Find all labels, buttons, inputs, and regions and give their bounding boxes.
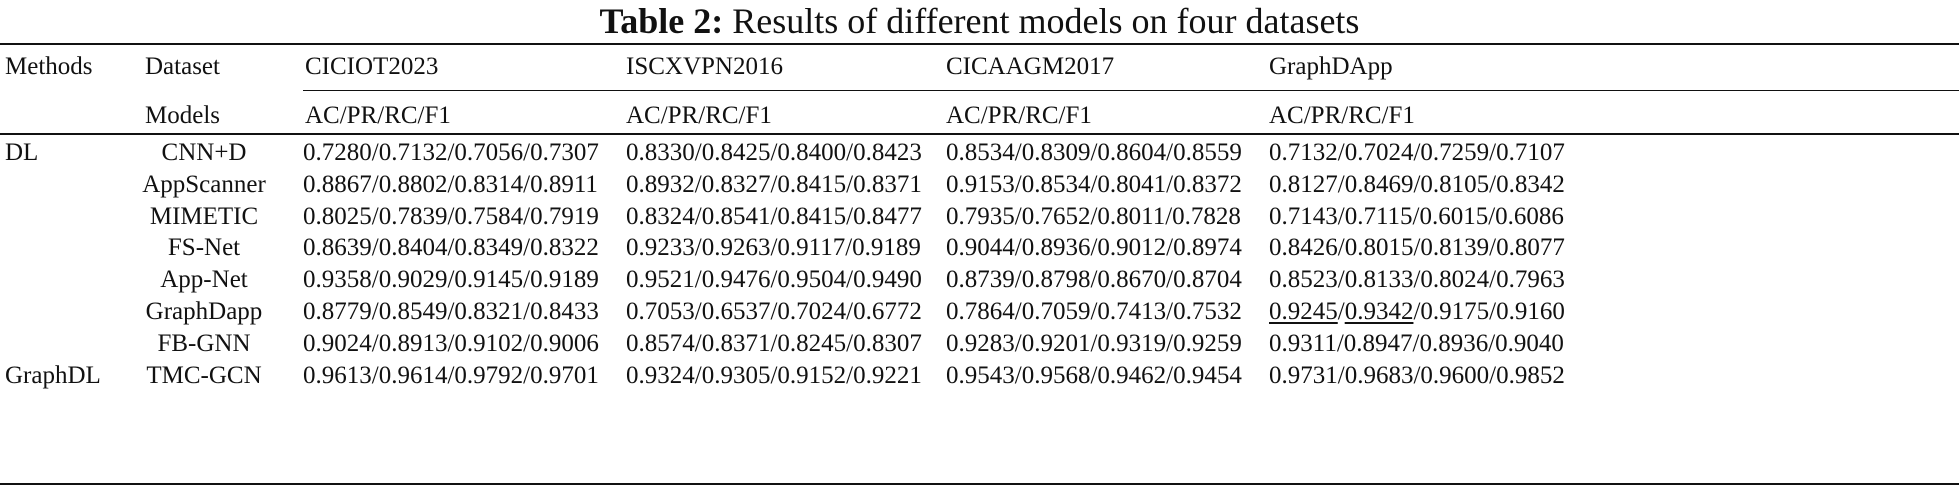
metric-cell: 0.8127/0.8469/0.8105/0.8342 (1269, 170, 1565, 198)
dataset-col-4: GraphDApp (1269, 53, 1393, 80)
metric-cell: 0.9543/0.9568/0.9462/0.9454 (946, 361, 1242, 389)
metric-cell: 0.9731/0.9683/0.9600/0.9852 (1269, 361, 1565, 389)
metric-cell: 0.9153/0.8534/0.8041/0.8372 (946, 170, 1242, 198)
model-name: FB-GNN (157, 329, 251, 357)
metric-cell: 0.7143/0.7115/0.6015/0.6086 (1269, 202, 1564, 230)
model-name: FS-Net (167, 234, 241, 262)
dataset-rule (303, 90, 1959, 91)
metric-cell: 0.8574/0.8371/0.8245/0.8307 (626, 329, 922, 357)
metric-cell: 0.7864/0.7059/0.7413/0.7532 (946, 298, 1242, 325)
metric-cell: 0.8330/0.8425/0.8400/0.8423 (626, 139, 922, 166)
metric-cell: 0.8932/0.8327/0.8415/0.8371 (626, 170, 922, 198)
metric-value: 0.9245 (1269, 298, 1338, 325)
metric-cell: 0.9521/0.9476/0.9504/0.9490 (626, 266, 922, 294)
metric-cell: 0.9044/0.8936/0.9012/0.8974 (946, 234, 1242, 262)
metric-label-4: AC/PR/RC/F1 (1269, 102, 1415, 129)
caption-text: Results of different models on four data… (732, 1, 1360, 41)
metric-cell: 0.8426/0.8015/0.8139/0.8077 (1269, 234, 1565, 262)
group-label-dl: DL (5, 139, 39, 166)
metric-cell: 0.9024/0.8913/0.9102/0.9006 (303, 329, 599, 357)
metric-value: 0.9342 (1344, 298, 1414, 325)
metric-label-3: AC/PR/RC/F1 (946, 102, 1092, 129)
metric-cell: 0.8534/0.8309/0.8604/0.8559 (946, 139, 1242, 166)
model-name: TMC-GCN (146, 361, 262, 389)
metric-value: 0.9175 (1420, 298, 1490, 325)
dataset-header: Dataset (145, 53, 220, 80)
metric-cell: 0.7132/0.7024/0.7259/0.7107 (1269, 139, 1565, 166)
metric-cell: 0.9613/0.9614/0.9792/0.9701 (303, 361, 599, 389)
metric-cell: 0.8523/0.8133/0.8024/0.7963 (1269, 266, 1565, 294)
metric-cell: 0.9324/0.9305/0.9152/0.9221 (626, 361, 922, 389)
model-name: CNN+D (161, 139, 247, 166)
top-rule (0, 43, 1959, 45)
metric-cell: 0.9311/0.8947/0.8936/0.9040 (1269, 329, 1564, 357)
metric-cell: 0.7280/0.7132/0.7056/0.7307 (303, 139, 599, 166)
group-label-graphdl: GraphDL (5, 362, 101, 389)
table-caption: Table 2: Results of different models on … (0, 0, 1959, 42)
dataset-col-1: CICIOT2023 (305, 53, 439, 80)
methods-header: Methods (5, 53, 93, 80)
metric-cell: 0.8324/0.8541/0.8415/0.8477 (626, 202, 922, 230)
metric-value: 0.9160 (1496, 298, 1565, 325)
metric-cell: 0.8639/0.8404/0.8349/0.8322 (303, 234, 599, 262)
metric-cell: 0.8025/0.7839/0.7584/0.7919 (303, 202, 599, 230)
model-name: GraphDapp (145, 298, 263, 325)
caption-label: Table 2: (599, 1, 724, 41)
dataset-col-2: ISCXVPN2016 (626, 53, 783, 80)
metric-label-2: AC/PR/RC/F1 (626, 102, 772, 129)
model-name: MIMETIC (149, 202, 259, 230)
models-header: Models (145, 102, 220, 129)
metric-cell: 0.9358/0.9029/0.9145/0.9189 (303, 266, 599, 294)
header-bottom-rule (0, 133, 1959, 135)
model-name: App-Net (160, 266, 248, 294)
dataset-col-3: CICAAGM2017 (946, 53, 1115, 80)
model-name: AppScanner (142, 170, 266, 198)
metric-cell: 0.8867/0.8802/0.8314/0.8911 (303, 170, 598, 198)
bottom-rule (0, 483, 1959, 485)
metric-cell: 0.7935/0.7652/0.8011/0.7828 (946, 202, 1241, 230)
metric-cell: 0.9233/0.9263/0.9117/0.9189 (626, 234, 921, 262)
metric-cell: 0.9245/0.9342/0.9175/0.9160 (1269, 298, 1565, 325)
metric-cell: 0.9283/0.9201/0.9319/0.9259 (946, 329, 1242, 357)
metric-cell: 0.7053/0.6537/0.7024/0.6772 (626, 298, 922, 325)
metric-cell: 0.8779/0.8549/0.8321/0.8433 (303, 298, 599, 325)
metric-label-1: AC/PR/RC/F1 (305, 102, 451, 129)
metric-cell: 0.8739/0.8798/0.8670/0.8704 (946, 266, 1242, 294)
